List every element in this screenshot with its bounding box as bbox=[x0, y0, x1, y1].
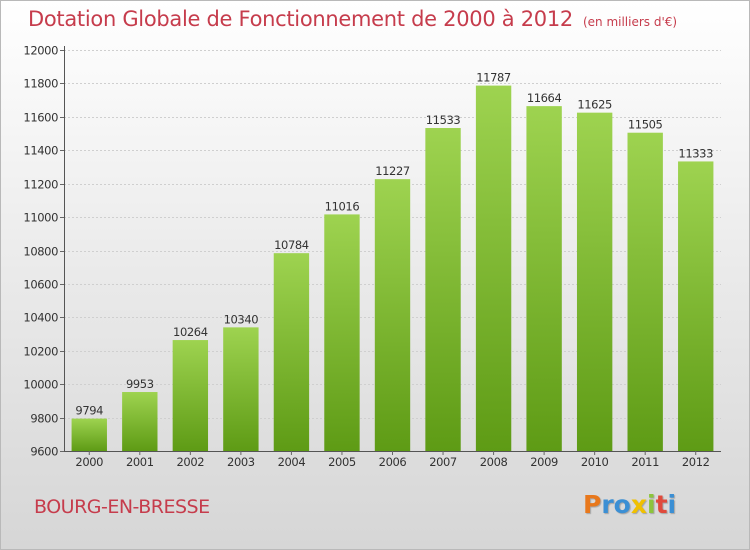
bar bbox=[475, 85, 512, 452]
y-tick-label: 12000 bbox=[23, 44, 58, 58]
x-tick-label: 2012 bbox=[682, 455, 710, 469]
x-tick-label: 2010 bbox=[581, 455, 609, 469]
bar bbox=[71, 418, 107, 451]
bar bbox=[122, 392, 158, 451]
x-tick-label: 2001 bbox=[126, 455, 154, 469]
y-tick-label: 11400 bbox=[23, 144, 58, 158]
data-labels: 9794 9953 10264 10340 10784 11016 11227 11533 11… bbox=[75, 71, 713, 418]
x-tick-label: 2007 bbox=[429, 455, 457, 469]
y-tick-label: 10800 bbox=[23, 245, 58, 259]
x-tick-label: 2008 bbox=[480, 455, 508, 469]
data-label: 11625 bbox=[577, 98, 612, 112]
y-tick-label: 11000 bbox=[23, 211, 58, 225]
bar bbox=[223, 327, 259, 451]
data-label: 9794 bbox=[75, 404, 103, 418]
data-label: 11533 bbox=[426, 113, 461, 127]
logo-letter: P bbox=[583, 490, 602, 519]
data-label: 11505 bbox=[628, 118, 663, 132]
y-tick-label: 9600 bbox=[30, 445, 58, 459]
data-label: 9953 bbox=[126, 377, 154, 391]
data-label: 11333 bbox=[678, 146, 713, 160]
bars bbox=[71, 85, 714, 452]
bar bbox=[576, 112, 613, 451]
data-label: 10340 bbox=[224, 312, 259, 326]
axes bbox=[60, 46, 721, 455]
bar bbox=[526, 106, 562, 451]
logo-letter: i bbox=[647, 490, 656, 519]
data-label: 11227 bbox=[375, 164, 410, 178]
chart-title: Dotation Globale de Fonctionnement de 20… bbox=[28, 7, 677, 31]
bar bbox=[627, 132, 663, 452]
logo-letter: x bbox=[630, 490, 647, 519]
y-tick-labels: 9600 9800 10000 10200 10400 10600 10800 11000 11… bbox=[23, 44, 58, 459]
bar bbox=[172, 340, 209, 451]
bar bbox=[374, 179, 411, 452]
bar bbox=[678, 161, 714, 451]
proxiti-logo: Proxiti bbox=[583, 490, 676, 519]
data-label: 11016 bbox=[325, 199, 360, 213]
x-tick-label: 2003 bbox=[227, 455, 255, 469]
y-tick-label: 11600 bbox=[23, 111, 58, 125]
x-tick-label: 2005 bbox=[328, 455, 356, 469]
y-tick-label: 10600 bbox=[23, 278, 58, 292]
bar bbox=[425, 128, 461, 451]
x-tick-labels: 2000 2001 2002 2003 2004 2005 2006 2007 2008 2009… bbox=[75, 455, 710, 469]
chart-subtitle: (en milliers d'€) bbox=[582, 15, 678, 29]
x-tick-label: 2011 bbox=[631, 455, 659, 469]
logo-letter: t bbox=[655, 490, 668, 519]
x-tick-label: 2006 bbox=[379, 455, 407, 469]
y-tick-label: 11200 bbox=[23, 178, 58, 192]
bar bbox=[324, 214, 360, 451]
x-tick-label: 2002 bbox=[177, 455, 205, 469]
x-tick-label: 2009 bbox=[530, 455, 558, 469]
logo-letter: i bbox=[667, 490, 677, 519]
logo-letter: r bbox=[601, 490, 614, 519]
data-label: 11787 bbox=[476, 71, 511, 85]
bar bbox=[273, 253, 310, 451]
data-label: 10264 bbox=[173, 325, 208, 339]
y-tick-label: 11800 bbox=[23, 77, 58, 91]
x-tick-label: 2000 bbox=[75, 455, 103, 469]
data-label: 11664 bbox=[527, 91, 562, 105]
city-name: BOURG-EN-BRESSE bbox=[34, 496, 210, 518]
x-tick-label: 2004 bbox=[278, 455, 306, 469]
y-tick-label: 10400 bbox=[23, 311, 58, 325]
y-tick-label: 9800 bbox=[30, 412, 58, 426]
y-tick-label: 10000 bbox=[23, 378, 58, 392]
data-label: 10784 bbox=[274, 238, 309, 252]
y-tick-label: 10200 bbox=[23, 345, 58, 359]
chart-title-text: Dotation Globale de Fonctionnement de 20… bbox=[28, 7, 573, 31]
logo-letter: o bbox=[613, 490, 631, 519]
